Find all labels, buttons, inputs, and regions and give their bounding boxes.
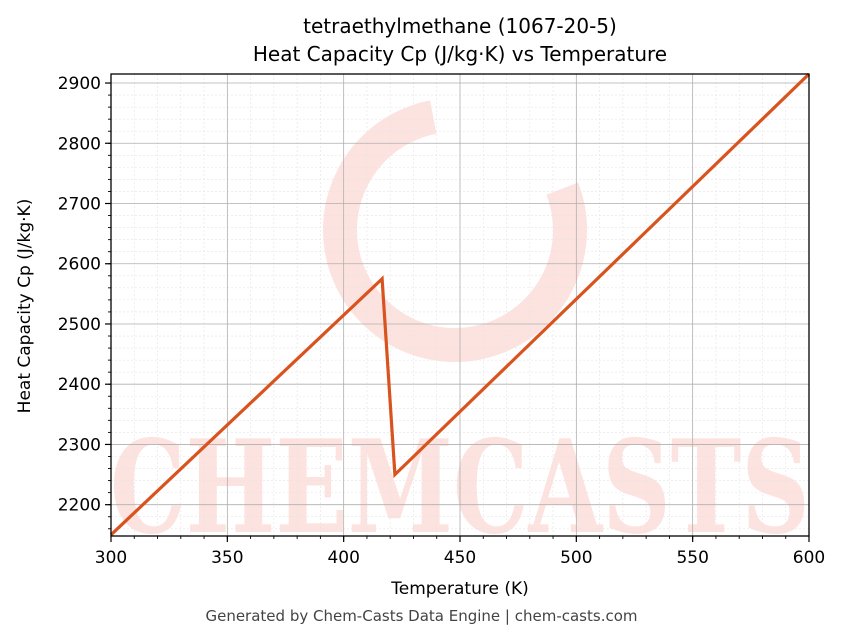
x-tick-label: 300 xyxy=(95,548,127,568)
y-tick-label: 2700 xyxy=(58,195,101,215)
y-tick-label: 2600 xyxy=(58,255,101,275)
y-tick-label: 2400 xyxy=(58,375,101,395)
y-tick-label: 2800 xyxy=(58,134,101,154)
y-tick-label: 2500 xyxy=(58,315,101,335)
x-axis-label: Temperature (K) xyxy=(390,579,529,599)
axis-ticks xyxy=(105,82,810,542)
x-tick-label: 550 xyxy=(676,548,708,568)
chart-title-line1: tetraethylmethane (1067-20-5) xyxy=(303,14,617,38)
chart-title-line2: Heat Capacity Cp (J/kg·K) vs Temperature xyxy=(253,42,667,66)
watermark-swirl xyxy=(323,98,587,362)
major-grid xyxy=(110,74,810,536)
y-tick-label: 2200 xyxy=(58,496,101,516)
tick-labels: 300 350 400 450 500 550 600 2200 2300 2400 2500 260… xyxy=(58,74,825,568)
y-tick-label: 2900 xyxy=(58,74,101,94)
series-line xyxy=(109,72,811,536)
series-layer xyxy=(109,72,811,536)
x-tick-label: 350 xyxy=(211,548,243,568)
x-tick-label: 450 xyxy=(444,548,476,568)
x-tick-label: 400 xyxy=(327,548,359,568)
x-tick-label: 500 xyxy=(560,548,592,568)
x-tick-label: 600 xyxy=(793,548,825,568)
y-axis-label: Heat Capacity Cp (J/kg·K) xyxy=(15,199,35,414)
footer-credit: Generated by Chem-Casts Data Engine | ch… xyxy=(205,607,638,625)
y-tick-label: 2300 xyxy=(58,435,101,455)
